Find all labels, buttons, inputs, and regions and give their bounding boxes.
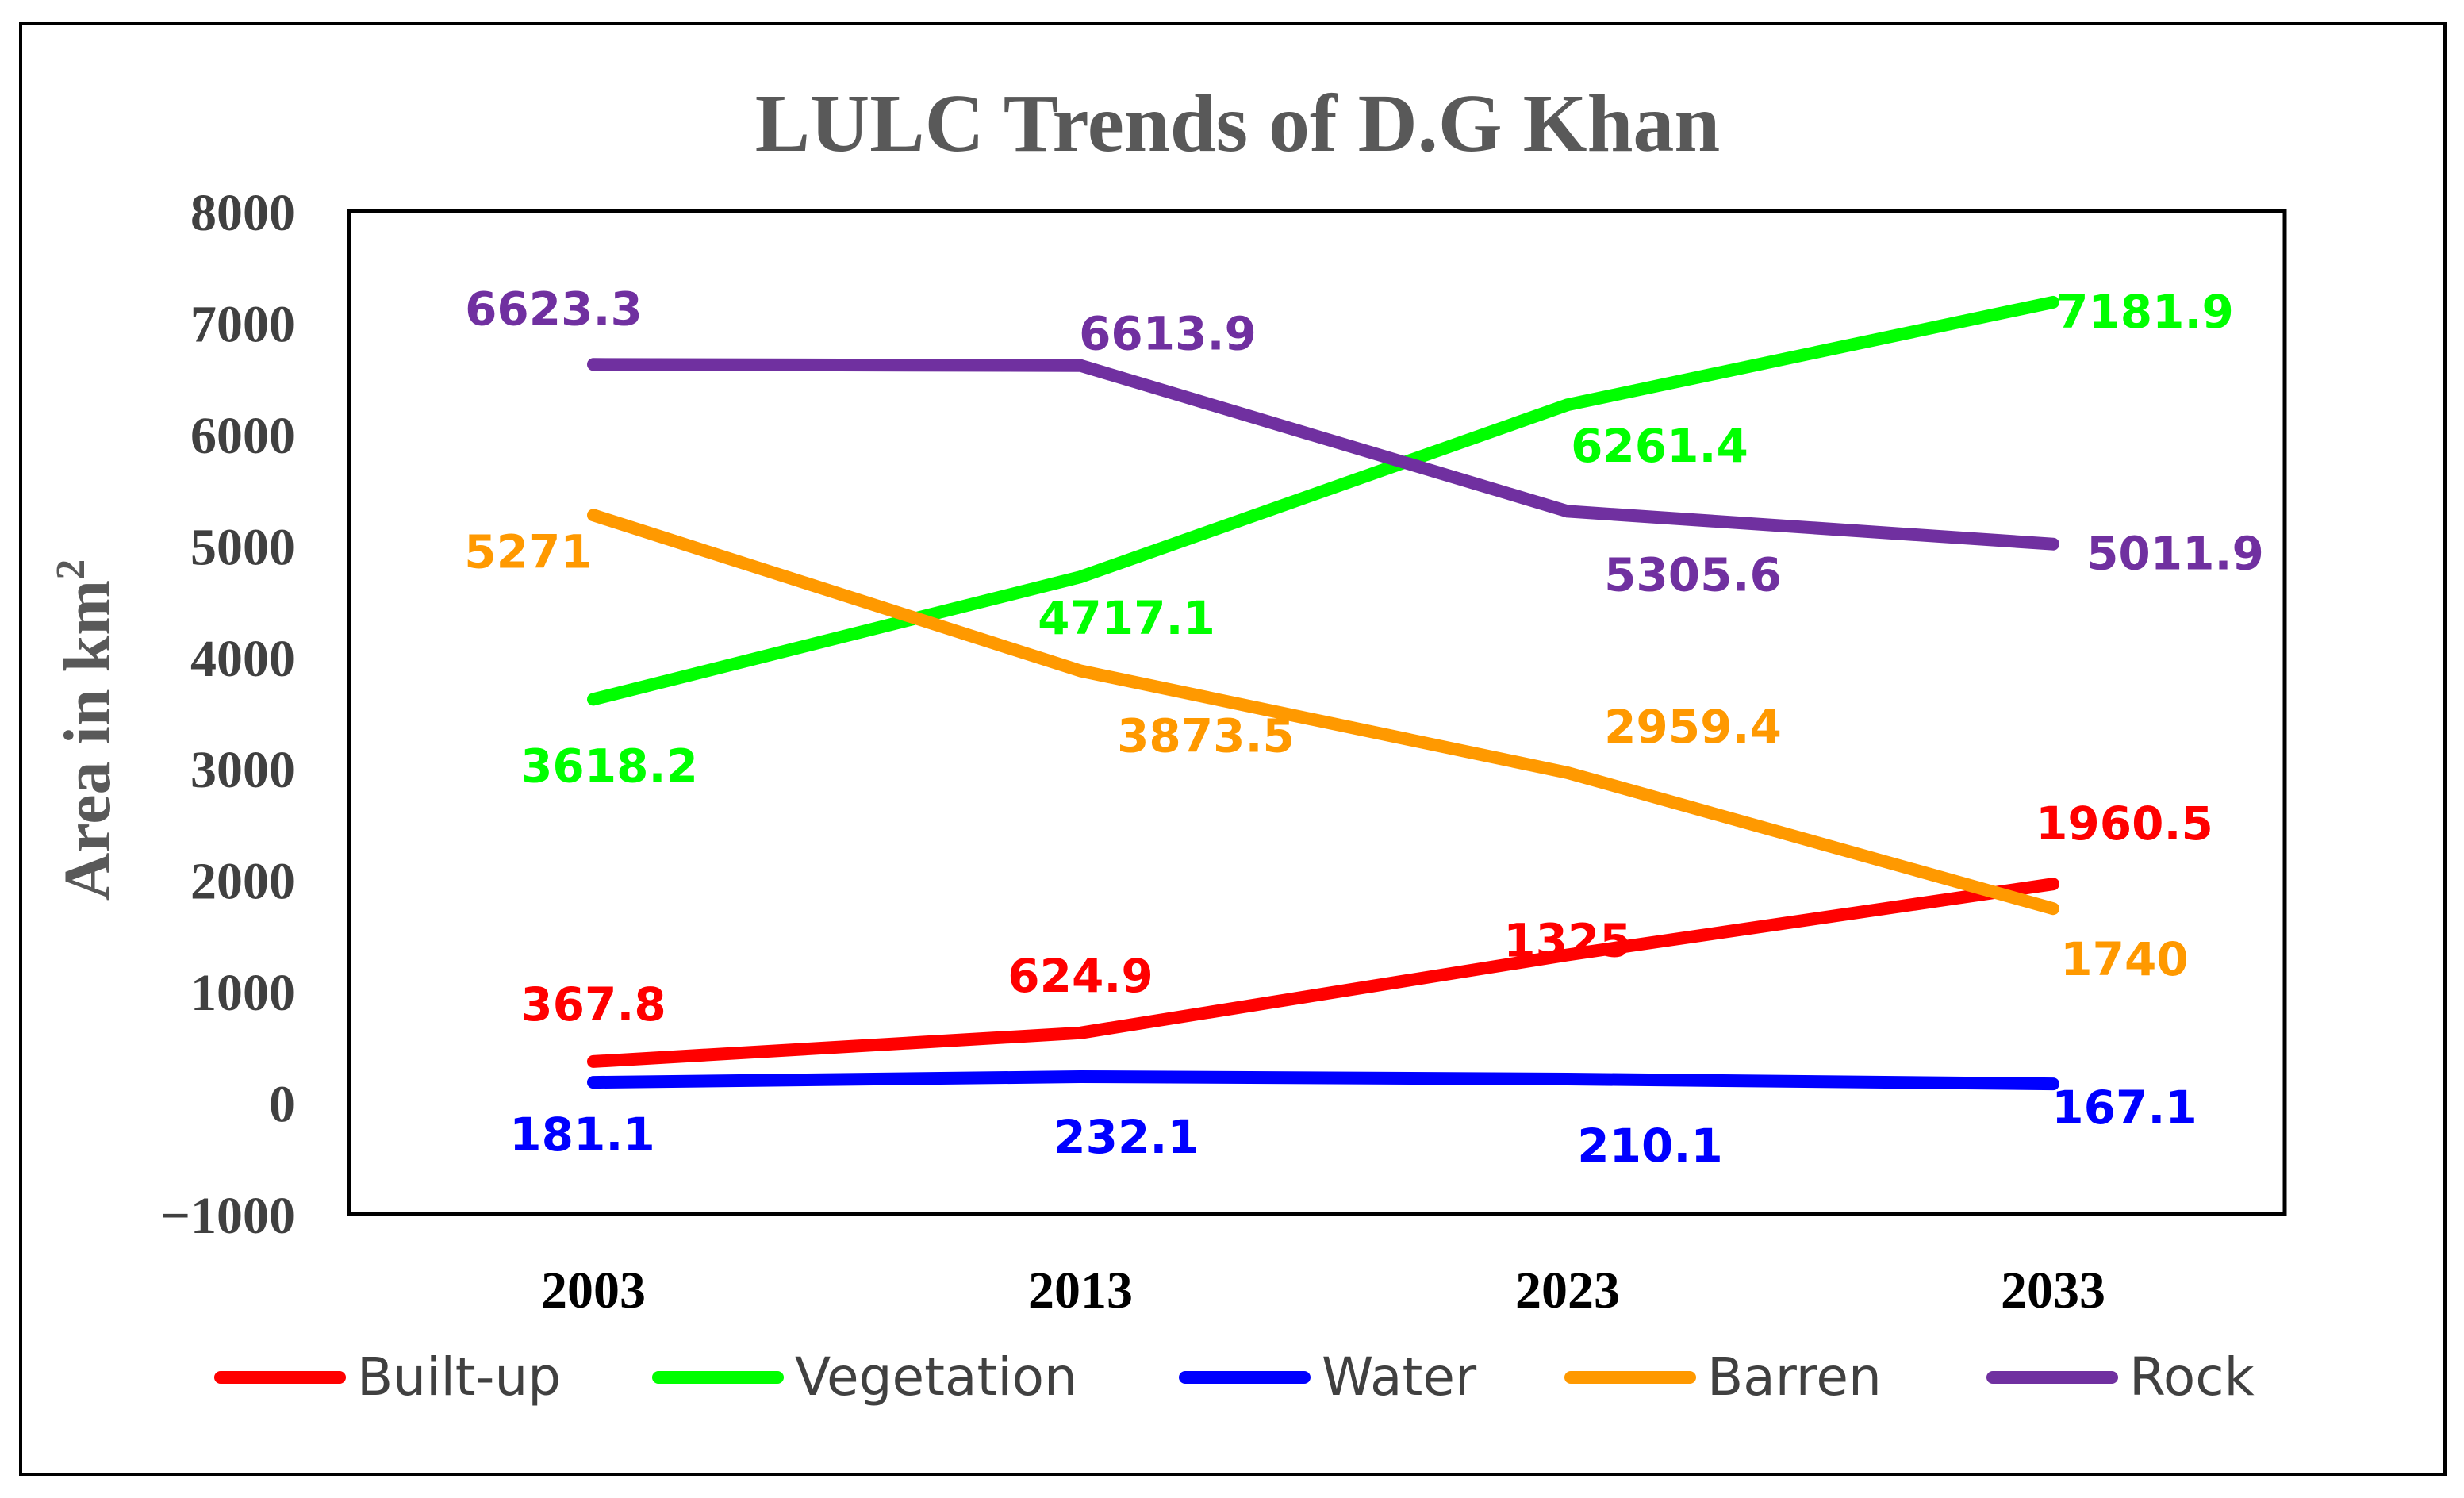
data-label: 167.1 [2051,1081,2197,1135]
data-label: 5271 [464,524,592,578]
legend-label: Rock [2129,1346,2255,1408]
y-tick-label: 4000 [190,630,295,688]
data-label: 3618.2 [520,739,698,793]
data-label: 3873.5 [1117,709,1295,763]
legend: Built-up Vegetation Water Barren Rock [214,1346,2255,1408]
legend-label: Built-up [357,1346,561,1408]
x-axis-ticks: 2003 2013 2023 2033 [541,1262,2105,1319]
data-label: 6623.3 [465,282,643,336]
y-tick-label: 8000 [190,184,295,242]
y-axis-ticks: 8000 7000 6000 5000 4000 3000 2000 1000 0 −1000 [160,184,295,1245]
data-label: 5011.9 [2086,527,2264,581]
series-line-built-up [587,878,2059,1068]
y-tick-label: 7000 [190,295,295,353]
data-label: 6613.9 [1079,307,1257,361]
y-tick-label: −1000 [160,1187,295,1245]
data-label: 5305.6 [1604,547,1782,601]
y-axis-title-superscript: 2 [48,559,94,580]
data-label: 232.1 [1054,1110,1199,1164]
y-tick-label: 0 [269,1076,295,1134]
data-label: 1740 [2060,932,2188,986]
x-tick-label: 2003 [541,1262,646,1319]
series-lines [587,295,2059,1091]
data-label: 4717.1 [1038,591,1215,645]
x-tick-label: 2033 [2001,1262,2105,1319]
data-label: 6261.4 [1571,419,1748,473]
y-tick-label: 6000 [190,407,295,465]
legend-label: Vegetation [795,1346,1077,1408]
legend-label: Water [1322,1346,1477,1408]
data-label: 1960.5 [2036,797,2213,851]
plot-area [347,209,2287,1216]
data-label: 210.1 [1577,1119,1722,1173]
y-tick-label: 2000 [190,853,295,911]
data-label: 181.1 [509,1108,654,1162]
x-tick-label: 2013 [1028,1262,1133,1319]
series-line-barren [587,509,2059,916]
data-label: 2959.4 [1604,700,1782,754]
y-axis-title-main: Area in km [51,580,125,901]
legend-label: Barren [1707,1346,1882,1408]
data-label: 624.9 [1007,949,1153,1003]
x-tick-label: 2023 [1515,1262,1620,1319]
chart-title: LULC Trends of D.G Khan [755,78,1721,169]
series-line-vegetation [587,295,2059,706]
data-label: 367.8 [520,978,666,1031]
series-line-water [587,1070,2059,1091]
y-axis-title-text: Area in km2 [48,559,125,901]
data-label: 7181.9 [2056,285,2234,339]
y-tick-label: 3000 [190,741,295,799]
y-axis-title: Area in km2 [48,559,125,901]
series-line-rock [587,358,2059,551]
y-tick-label: 5000 [190,518,295,576]
data-label: 1325 [1503,913,1631,967]
y-tick-label: 1000 [190,964,295,1022]
data-labels: 367.8 624.9 1325 1960.5 3618.2 4717.1 6261.4 71… [464,282,2264,1173]
